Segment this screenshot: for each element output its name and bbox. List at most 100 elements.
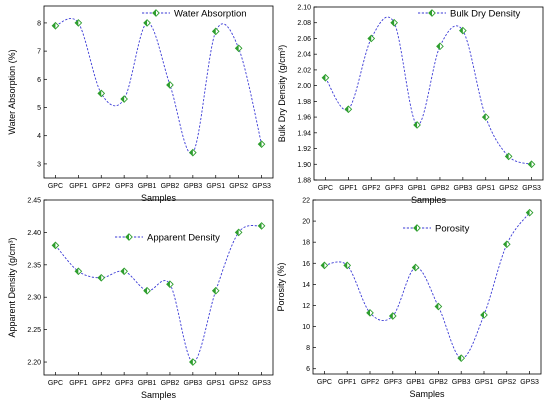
y-tick-label: 2.35 [27, 262, 41, 269]
x-tick-label: GPB1 [138, 380, 157, 387]
legend-label: Apparent Density [147, 233, 220, 244]
y-tick-label: 1.94 [297, 130, 311, 137]
plot-frame [313, 6, 544, 181]
plot-frame [43, 5, 274, 179]
data-point [189, 358, 197, 366]
x-tick-label: GPS2 [497, 379, 516, 386]
y-tick-label: 14 [302, 282, 310, 289]
data-point [211, 27, 220, 36]
x-tick-label: GPF3 [115, 183, 133, 190]
data-point [434, 302, 443, 311]
x-tick-label: GPS1 [476, 185, 495, 192]
x-tick-label: GPB2 [431, 185, 450, 192]
x-tick-label: GPS1 [475, 379, 494, 386]
marker-fill [528, 161, 532, 168]
x-tick-label: GPS3 [252, 380, 271, 387]
marker-fill [75, 268, 79, 275]
legend-marker [428, 9, 436, 17]
y-axis-title: Apparent Density (g/cm³) [7, 237, 17, 337]
marker-fill [435, 303, 439, 310]
marker-fill [235, 45, 239, 52]
data-point [97, 273, 106, 282]
data-point [367, 34, 376, 43]
x-tick-label: GPS3 [520, 379, 539, 386]
marker-fill [321, 262, 325, 269]
marker-fill [98, 274, 102, 281]
marker-fill [258, 222, 262, 230]
x-tick-label: GPF1 [338, 379, 356, 386]
x-tick-label: GPF3 [384, 379, 402, 386]
data-point [257, 140, 266, 149]
y-tick-label: 1.88 [297, 178, 311, 185]
y-axis-title: Porosity (%) [276, 262, 286, 311]
y-tick-label: 22 [302, 198, 310, 205]
data-point [459, 26, 467, 35]
marker-fill [428, 9, 432, 17]
legend: Apparent Density [115, 233, 220, 244]
data-point [74, 19, 83, 27]
x-tick-label: GPB1 [138, 183, 157, 190]
bulk-dry-density-panel: 1.88 1.90 1.92 1.94 1.96 1.98 2.00 2.02 2.04 2.06… [277, 5, 544, 205]
x-tick-label: GPF3 [385, 185, 403, 192]
y-tick-label: 2.00 [297, 83, 311, 90]
data-point [527, 160, 536, 169]
marker-fill [505, 153, 509, 160]
marker-fill [389, 312, 393, 320]
data-point [234, 44, 243, 53]
data-point [321, 73, 330, 82]
marker-fill [98, 90, 102, 97]
porosity-panel: 6 8 10 12 14 16 18 20 22 GPC GPF1 GPF2 GPF3 GPB1 GPB2 G… [276, 198, 542, 399]
y-tick-label: 1.92 [297, 146, 311, 153]
series-line [55, 18, 262, 154]
x-tick-label: GPC [48, 183, 63, 190]
data-point [343, 261, 352, 270]
x-tick-label: GPC [318, 185, 333, 192]
marker-fill [366, 309, 370, 317]
data-point [257, 222, 266, 230]
x-tick-label: GPF1 [339, 185, 357, 192]
data-point [74, 267, 83, 276]
marker-fill [322, 74, 326, 81]
data-point [51, 241, 60, 250]
marker-fill [166, 281, 170, 288]
marker-fill [152, 9, 156, 17]
x-tick-label: GPB1 [408, 185, 427, 192]
marker-fill [458, 354, 462, 362]
data-point [234, 228, 243, 237]
y-axis-title: Water Absorption (%) [7, 49, 17, 134]
y-tick-label: 3 [37, 161, 41, 168]
x-tick-label: GPC [317, 379, 332, 386]
data-point [366, 308, 374, 317]
data-point [320, 261, 329, 270]
y-tick-label: 2.02 [297, 67, 311, 74]
x-tick-label: GPB2 [161, 183, 180, 190]
x-tick-label: GPS2 [499, 185, 518, 192]
data-point [120, 267, 128, 276]
data-point [211, 286, 220, 295]
legend-label: Bulk Dry Density [450, 9, 520, 20]
data-point [344, 105, 353, 114]
data-point [120, 95, 128, 103]
x-tick-label: GPB1 [406, 379, 425, 386]
x-tick-label: GPC [48, 380, 63, 387]
x-tick-label: GPF2 [361, 379, 379, 386]
data-point [525, 208, 534, 217]
marker-fill [368, 35, 372, 42]
marker-fill [413, 121, 418, 129]
marker-fill [120, 95, 125, 103]
x-tick-label: GPF1 [69, 380, 87, 387]
x-axis-title: Samples [409, 389, 445, 399]
x-tick-label: GPS3 [522, 185, 541, 192]
marker-fill [52, 22, 56, 29]
legend: Water Absorption [142, 9, 247, 20]
x-tick-label: GPB3 [184, 380, 203, 387]
x-tick-label: GPF2 [362, 185, 380, 192]
y-tick-label: 10 [302, 324, 310, 331]
x-tick-label: GPB3 [184, 183, 203, 190]
y-tick-label: 2.04 [297, 52, 311, 59]
data-point [390, 18, 398, 27]
water-absorption-panel: 3 4 5 6 7 8 GPC GPF1 GPF2 GPF3 GPB1 GPB2 GPB3 GPS1 GPS… [7, 5, 274, 203]
x-tick-label: GPS2 [229, 183, 248, 190]
series-line [55, 225, 262, 363]
y-tick-label: 6 [306, 366, 310, 373]
